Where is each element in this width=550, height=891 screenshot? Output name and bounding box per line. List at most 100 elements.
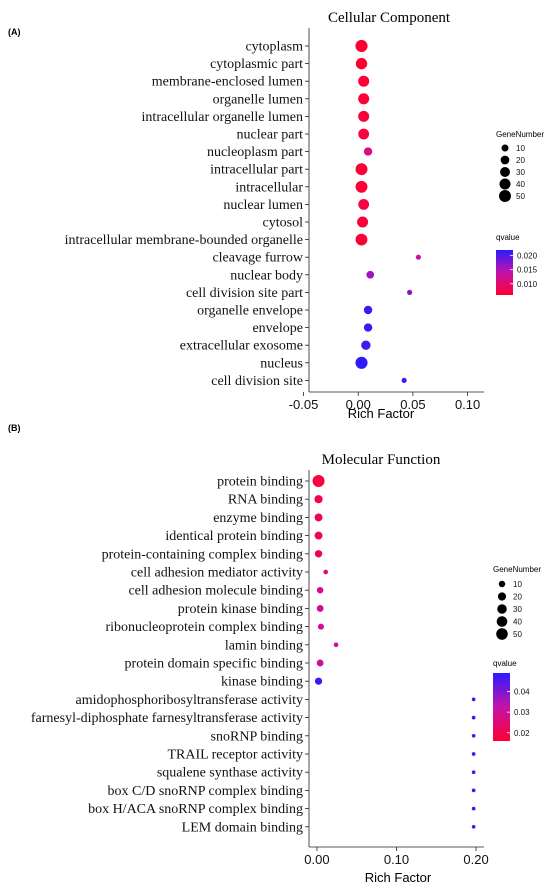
y-tick-label: nucleus: [260, 356, 303, 371]
data-point: [471, 824, 476, 829]
data-point: [471, 788, 476, 793]
data-point: [407, 289, 413, 295]
color-bar-label: 0.015: [517, 266, 538, 275]
chart-b: protein binding RNA binding enzyme binding…: [31, 470, 530, 867]
y-tick-label: intracellular: [235, 180, 303, 195]
color-bar-label: 0.020: [517, 252, 538, 261]
size-legend-label: 50: [516, 192, 525, 201]
data-point: [312, 475, 325, 487]
data-point: [471, 806, 476, 811]
color-bar: [496, 250, 513, 295]
color-bar-label: 0.03: [514, 708, 530, 717]
y-tick-label: cytosol: [263, 216, 304, 231]
data-point: [358, 93, 370, 105]
y-tick-label: nuclear lumen: [223, 198, 303, 213]
y-tick-label: cell adhesion molecule binding: [128, 584, 303, 599]
y-tick-label: snoRNP binding: [211, 729, 303, 744]
data-point: [317, 623, 324, 630]
y-tick-label: squalene synthase activity: [157, 766, 303, 781]
data-point: [358, 110, 370, 122]
data-point: [314, 531, 323, 540]
data-point: [358, 75, 370, 87]
size-legend-title-b: GeneNumber: [493, 565, 541, 574]
x-tick-label: 0.00: [346, 397, 371, 412]
data-point: [471, 752, 476, 756]
size-legend-dot: [496, 628, 508, 640]
y-tick-label: TRAIL receptor activity: [167, 748, 303, 763]
x-axis-label-a: Rich Factor: [348, 406, 415, 421]
color-bar-label: 0.02: [514, 729, 530, 738]
size-legend-label: 30: [516, 168, 525, 177]
y-tick-label: cytoplasm: [245, 40, 303, 55]
data-point: [471, 715, 476, 720]
data-point: [316, 586, 324, 594]
data-point: [333, 642, 339, 648]
x-tick-label: -0.05: [289, 397, 319, 412]
size-legend-label: 30: [513, 605, 522, 614]
y-tick-label: identical protein binding: [165, 529, 303, 544]
x-tick-label: 0.10: [384, 852, 409, 867]
y-tick-label: enzyme binding: [213, 511, 303, 526]
size-legend-dot: [499, 178, 511, 190]
x-tick-label: 0.10: [455, 397, 480, 412]
y-tick-label: intracellular organelle lumen: [142, 110, 303, 125]
x-axis-label-b: Rich Factor: [365, 870, 432, 885]
y-tick-label: intracellular part: [210, 163, 303, 178]
color-legend-title-a: qvalue: [496, 233, 520, 242]
data-point: [316, 659, 324, 667]
size-legend-dot: [499, 190, 511, 202]
color-bar: [493, 673, 510, 741]
data-point: [355, 180, 368, 193]
y-tick-label: cell division site part: [186, 286, 303, 301]
size-legend-label: 40: [513, 618, 522, 627]
chart-title-a: Cellular Component: [328, 10, 451, 26]
color-bar-label: 0.010: [517, 280, 538, 289]
y-tick-label: farnesyl-diphosphate farnesyltransferase…: [31, 711, 303, 726]
y-tick-label: kinase binding: [221, 675, 303, 690]
data-point: [471, 770, 476, 775]
size-legend-label: 20: [516, 156, 525, 165]
color-bar-label: 0.04: [514, 688, 530, 697]
y-tick-label: amidophosphoribosyltransferase activity: [76, 693, 303, 708]
x-tick-label: 0.20: [463, 852, 488, 867]
y-tick-label: organelle lumen: [213, 92, 303, 107]
data-point: [363, 323, 373, 332]
chart-title-b: Molecular Function: [322, 452, 441, 468]
data-point: [357, 216, 369, 228]
y-tick-label: nuclear body: [230, 268, 303, 283]
size-legend-label: 10: [516, 144, 525, 153]
y-tick-label: protein domain specific binding: [125, 657, 303, 672]
size-legend-dot: [500, 167, 510, 177]
size-legend-dot: [497, 592, 507, 601]
data-point: [314, 677, 323, 685]
data-point: [355, 57, 368, 70]
data-point: [355, 163, 368, 176]
y-tick-label: protein kinase binding: [178, 602, 303, 617]
x-tick-label: 0.05: [400, 397, 425, 412]
data-point: [415, 254, 421, 260]
y-tick-label: membrane-enclosed lumen: [152, 75, 303, 90]
y-tick-label: extracellular exosome: [180, 339, 303, 354]
y-tick-label: protein binding: [217, 475, 303, 490]
size-legend-title-a: GeneNumber: [496, 130, 544, 139]
y-tick-label: cell adhesion mediator activity: [131, 566, 303, 581]
data-point: [323, 569, 329, 575]
data-point: [355, 233, 368, 246]
x-tick-label: 0.00: [304, 852, 329, 867]
y-tick-label: envelope: [252, 321, 303, 336]
data-point: [314, 550, 323, 558]
data-point: [316, 604, 324, 612]
data-point: [363, 305, 373, 315]
y-tick-label: protein-containing complex binding: [102, 547, 303, 562]
data-point: [471, 697, 476, 702]
chart-a: cytoplasm cytoplasmic part membrane-enclos…: [65, 28, 538, 412]
data-point: [358, 128, 370, 140]
data-point: [366, 270, 375, 279]
y-tick-label: box C/D snoRNP complex binding: [108, 784, 304, 799]
color-legend-title-b: qvalue: [493, 659, 517, 668]
y-tick-label: organelle envelope: [197, 304, 303, 319]
y-tick-label: intracellular membrane-bounded organelle: [65, 233, 303, 248]
panel-label-a: (A): [8, 27, 21, 37]
data-point: [355, 356, 368, 369]
size-legend-dot: [496, 616, 508, 627]
